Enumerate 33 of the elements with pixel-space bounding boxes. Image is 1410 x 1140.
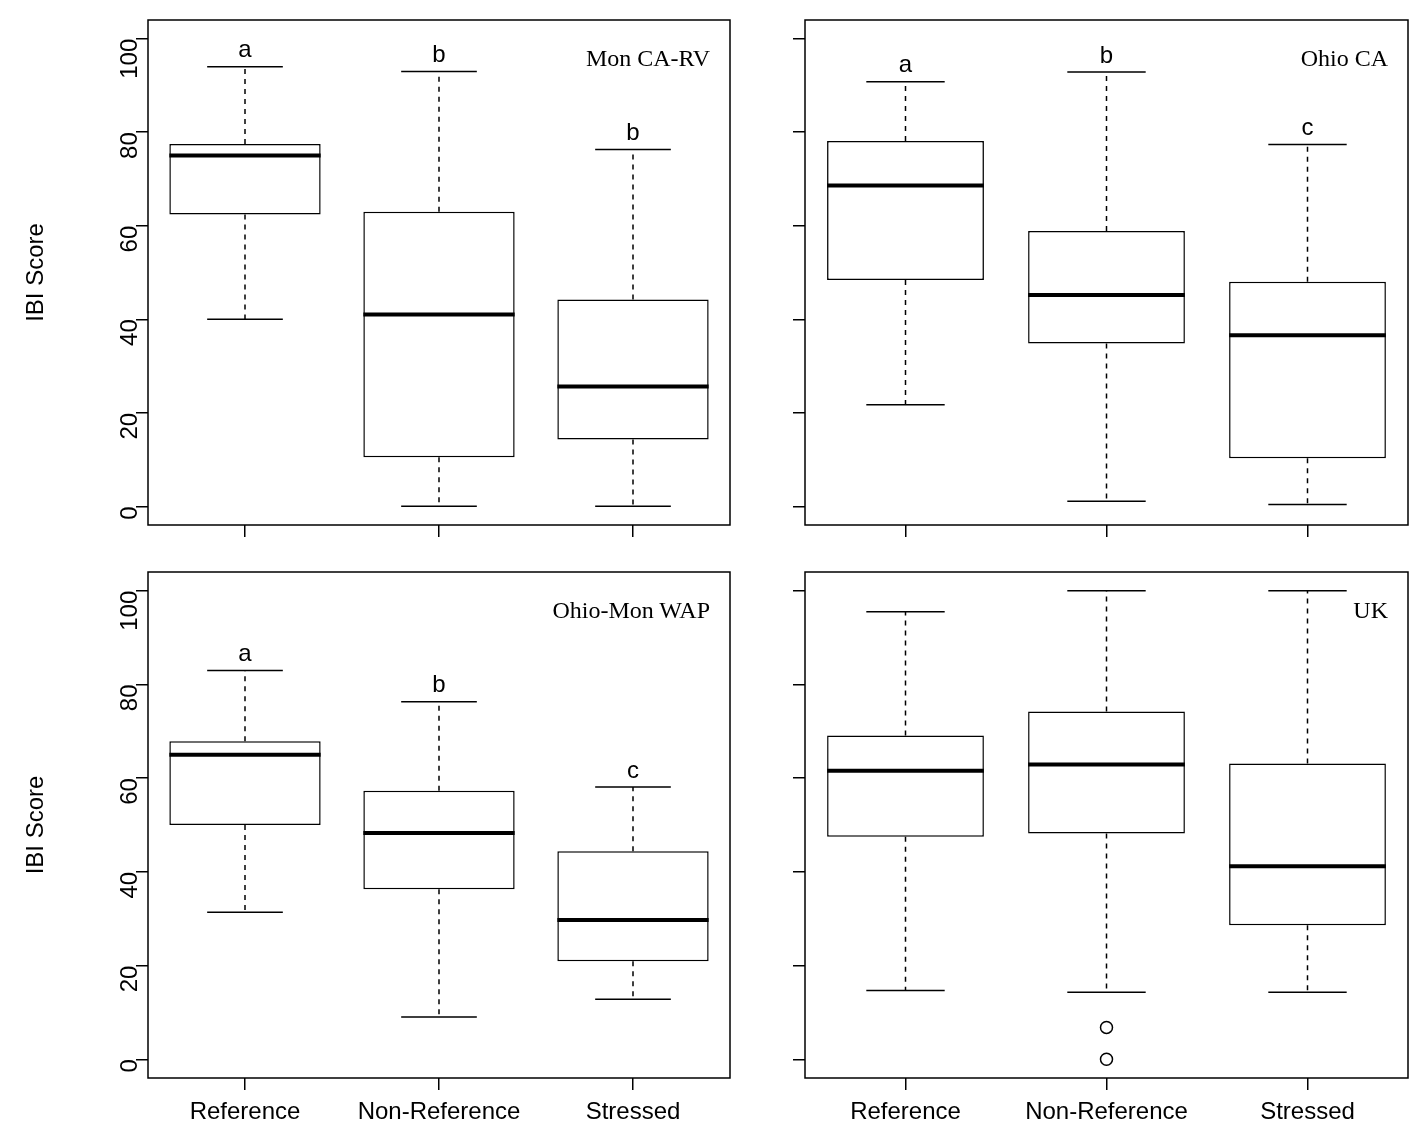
x-tick-label: Non-Reference	[357, 1097, 521, 1125]
y-tick-label: 100	[114, 590, 142, 631]
annotation: b	[432, 670, 446, 698]
y-tick-label: 40	[114, 319, 142, 346]
annotation: a	[238, 35, 253, 63]
x-tick-label: Reference	[189, 1097, 301, 1125]
y-tick-label: 60	[114, 225, 142, 253]
text: Ohio-Mon WAP	[552, 597, 710, 624]
text: UK	[1353, 597, 1389, 624]
annotation: b	[432, 40, 446, 68]
y-tick-label: 40	[114, 871, 142, 899]
annotation: b	[1099, 40, 1114, 68]
annotation: c	[627, 755, 639, 783]
annotation: a	[238, 639, 253, 667]
y-tick-label: 60	[114, 778, 142, 805]
y-tick-label: 0	[114, 1059, 142, 1073]
y-tick-label: 100	[114, 38, 142, 79]
x-tick-label: Stressed	[585, 1097, 681, 1125]
text: Ohio CA	[1300, 45, 1389, 72]
annotation: c	[1301, 113, 1314, 140]
y-tick-label: 0	[114, 506, 142, 520]
y-axis-title: IBI Score	[21, 775, 49, 875]
x-tick-label: Reference	[850, 1097, 961, 1125]
annotation: b	[626, 118, 640, 146]
x-tick-label: Non-Reference	[1025, 1097, 1188, 1125]
y-tick-label: 20	[114, 412, 142, 440]
y-tick-label: 80	[114, 684, 142, 712]
x-tick-label: Stressed	[1260, 1097, 1355, 1125]
annotation: a	[898, 50, 913, 78]
y-axis-title: IBI Score	[21, 223, 49, 322]
text: Mon CA-RV	[585, 45, 711, 72]
y-tick-label: 20	[114, 965, 142, 993]
y-tick-label: 80	[114, 132, 142, 159]
